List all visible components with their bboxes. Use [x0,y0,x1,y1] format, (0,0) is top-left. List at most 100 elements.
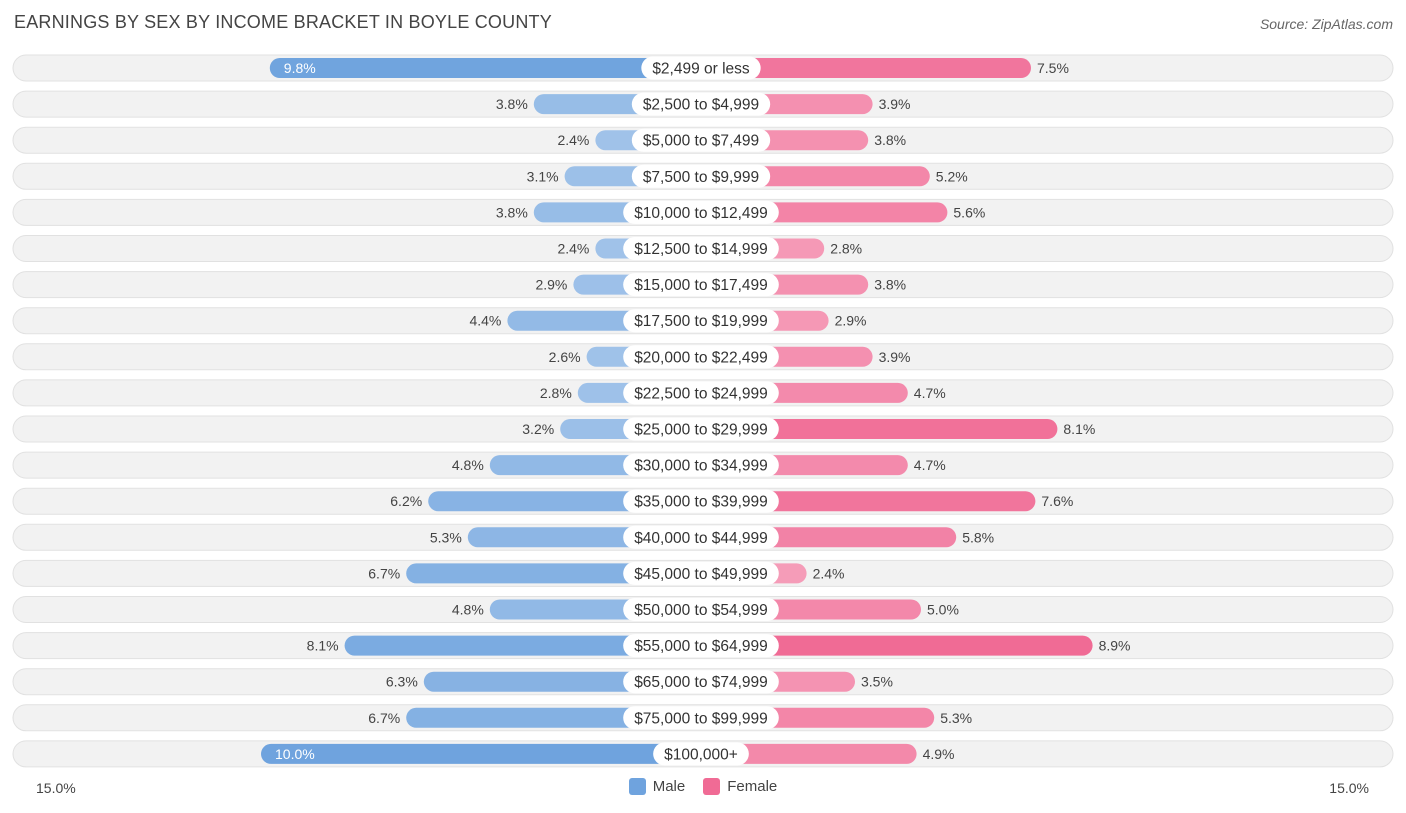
bracket-label-pill [623,598,779,621]
legend-label-male: Male [652,778,686,795]
male-value-label: 6.7% [368,565,400,581]
male-value-label: 6.3% [386,674,418,690]
bracket-row: 4.8% 4.7% $30,000 to $34,999 [12,451,1394,479]
bracket-row: 10.0% 4.9% $100,000+ [12,740,1394,768]
bracket-label-pill [623,561,779,585]
bracket-label-pill [623,417,779,441]
female-bar [691,419,1058,439]
female-bar [691,58,1031,78]
bracket-row: 8.1% 8.9% $55,000 to $64,999 [12,632,1394,660]
bracket-label-pill [631,128,771,152]
bracket-label: $30,000 to $34,999 [634,458,768,475]
male-value-label: 8.1% [307,638,339,654]
bracket-label-pill [623,200,779,224]
male-value-label: 10.0% [275,746,315,762]
bracket-label: $22,500 to $24,999 [634,385,768,402]
male-value-label: 4.8% [452,457,484,473]
male-value-label: 6.2% [390,493,422,509]
bracket-label-pill [623,525,779,549]
bracket-label-pill [623,634,779,658]
bracket-label-pill [653,742,749,766]
female-value-label: 5.2% [936,168,968,184]
male-value-label: 3.1% [527,168,559,184]
bracket-label: $10,000 to $12,499 [634,205,768,222]
male-bar [269,58,711,78]
male-value-label: 3.8% [496,96,528,112]
female-value-label: 3.5% [861,674,893,690]
female-value-label: 3.8% [874,132,906,148]
bracket-row: 6.2% 7.6% $35,000 to $39,999 [12,487,1394,515]
bracket-label: $65,000 to $74,999 [634,674,768,691]
female-value-label: 2.8% [830,241,862,257]
male-bar [261,743,711,764]
legend-label-female: Female [727,778,778,795]
female-value-label: 5.0% [927,602,959,618]
bracket-label-pill [623,453,779,477]
male-value-label: 2.6% [549,349,581,365]
male-value-label: 4.8% [452,602,484,618]
axis-left-label: 15.0% [36,780,76,796]
bracket-label-pill [623,381,779,405]
chart-title: EARNINGS BY SEX BY INCOME BRACKET IN BOY… [14,12,552,32]
source-note: Source: ZipAtlas.com [1259,16,1393,32]
female-value-label: 2.9% [835,313,867,329]
bracket-label-pill [623,489,779,513]
female-value-label: 5.6% [953,204,985,220]
bracket-row: 3.1% 5.2% $7,500 to $9,999 [12,162,1394,190]
bracket-label-pill [623,273,779,297]
male-value-label: 2.8% [540,385,572,401]
bracket-label: $20,000 to $22,499 [634,349,768,366]
axis-right-label: 15.0% [1329,780,1369,796]
bracket-label-pill [623,345,779,369]
bracket-row: 3.2% 8.1% $25,000 to $29,999 [12,415,1394,443]
bracket-row: 3.8% 3.9% $2,500 to $4,999 [12,90,1394,118]
bracket-label: $55,000 to $64,999 [634,638,768,655]
bracket-row: 9.8% 7.5% $2,499 or less [12,54,1394,82]
bracket-row: 2.8% 4.7% $22,500 to $24,999 [12,379,1394,407]
bracket-label: $25,000 to $29,999 [634,422,768,439]
legend-item-male[interactable]: Male [628,778,686,795]
bracket-row: 6.7% 5.3% $75,000 to $99,999 [12,704,1394,732]
bracket-label-pill [631,92,771,116]
male-value-label: 3.8% [496,204,528,220]
bracket-label: $40,000 to $44,999 [634,530,768,547]
female-value-label: 4.7% [914,457,946,473]
male-value-label: 2.4% [557,132,589,148]
female-value-label: 7.6% [1041,493,1073,509]
male-value-label: 5.3% [430,529,462,545]
bracket-label: $2,500 to $4,999 [643,97,759,114]
female-value-label: 8.9% [1099,638,1131,654]
chart-canvas: 9.8% 7.5% $2,499 or less 3.8% 3.9% $2,500 to … [12,54,1394,768]
legend-swatch-male [628,778,646,795]
male-value-label: 2.9% [535,277,567,293]
female-value-label: 3.9% [879,349,911,365]
bracket-label: $75,000 to $99,999 [634,710,768,727]
female-value-label: 7.5% [1037,60,1069,76]
bracket-row: 5.3% 5.8% $40,000 to $44,999 [12,523,1394,551]
bracket-label-pill [631,164,771,188]
female-value-label: 3.9% [879,96,911,112]
bracket-label: $5,000 to $7,499 [643,133,759,150]
female-value-label: 8.1% [1063,421,1095,437]
female-value-label: 4.7% [914,385,946,401]
female-value-label: 5.3% [940,710,972,726]
legend-item-female[interactable]: Female [703,778,777,795]
bracket-label: $2,499 or less [652,61,750,78]
male-value-label: 3.2% [522,421,554,437]
bracket-label: $35,000 to $39,999 [634,494,768,511]
bracket-row: 2.6% 3.9% $20,000 to $22,499 [12,343,1394,371]
female-bar [691,635,1093,656]
bracket-label: $50,000 to $54,999 [634,602,768,619]
bracket-row: 2.9% 3.8% $15,000 to $17,499 [12,271,1394,299]
female-value-label: 3.8% [874,277,906,293]
male-value-label: 4.4% [469,313,501,329]
bracket-label-pill [623,706,779,730]
bracket-label: $7,500 to $9,999 [643,169,759,186]
male-value-label: 9.8% [284,60,316,76]
bracket-label-pill [623,670,779,694]
bracket-label: $17,500 to $19,999 [634,313,768,330]
male-value-label: 6.7% [368,710,400,726]
bracket-label: $15,000 to $17,499 [634,277,768,294]
bracket-row: 4.4% 2.9% $17,500 to $19,999 [12,307,1394,335]
bracket-row: 6.7% 2.4% $45,000 to $49,999 [12,559,1394,587]
